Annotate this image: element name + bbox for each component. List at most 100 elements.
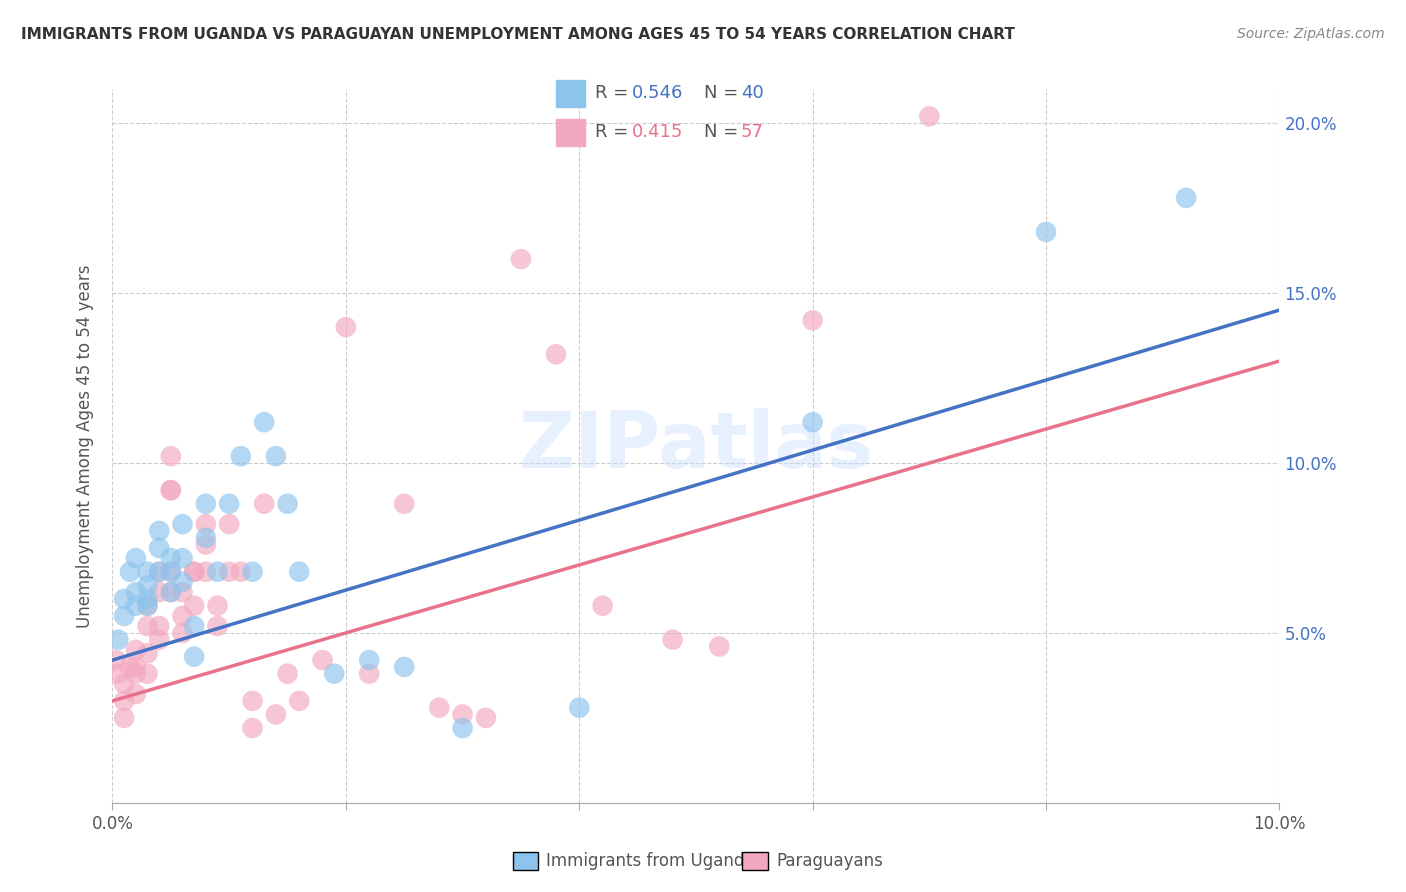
Point — [112, 608, 135, 623]
Point — [148, 541, 170, 555]
Point — [136, 599, 159, 613]
Point — [218, 565, 240, 579]
Point — [172, 551, 194, 566]
Point — [118, 565, 141, 579]
Point — [568, 700, 591, 714]
Bar — [557, 119, 585, 146]
Point — [323, 666, 346, 681]
Point — [242, 721, 264, 735]
Point — [125, 666, 148, 681]
Point — [148, 632, 170, 647]
Point — [394, 497, 416, 511]
Point — [136, 666, 159, 681]
Point — [160, 483, 183, 498]
Point — [801, 313, 824, 327]
Point — [288, 694, 311, 708]
Text: N =: N = — [704, 85, 744, 103]
Point — [112, 677, 135, 691]
Point — [136, 591, 159, 606]
Point — [264, 449, 287, 463]
Point — [160, 585, 183, 599]
Point — [125, 599, 148, 613]
Point — [218, 517, 240, 532]
Point — [148, 565, 170, 579]
Point — [118, 660, 141, 674]
Point — [288, 565, 311, 579]
Point — [136, 565, 159, 579]
Point — [194, 537, 217, 551]
Text: Paraguayans: Paraguayans — [776, 852, 883, 870]
Point — [242, 694, 264, 708]
Point — [207, 599, 229, 613]
Point — [160, 551, 183, 566]
Point — [394, 660, 416, 674]
Point — [148, 565, 170, 579]
Text: IMMIGRANTS FROM UGANDA VS PARAGUAYAN UNEMPLOYMENT AMONG AGES 45 TO 54 YEARS CORR: IMMIGRANTS FROM UGANDA VS PARAGUAYAN UNE… — [21, 27, 1015, 42]
Point — [194, 531, 217, 545]
Point — [229, 565, 252, 579]
Point — [253, 415, 276, 429]
Point — [661, 632, 683, 647]
Point — [801, 415, 824, 429]
Point — [136, 578, 159, 592]
Text: Source: ZipAtlas.com: Source: ZipAtlas.com — [1237, 27, 1385, 41]
Point — [112, 591, 135, 606]
Point — [359, 653, 381, 667]
Point — [242, 565, 264, 579]
Text: R =: R = — [595, 85, 634, 103]
Point — [218, 497, 240, 511]
Point — [136, 646, 159, 660]
Point — [194, 517, 217, 532]
Point — [172, 608, 194, 623]
Text: 0.415: 0.415 — [631, 123, 683, 141]
Point — [104, 653, 127, 667]
Text: 57: 57 — [741, 123, 763, 141]
Point — [229, 449, 252, 463]
Point — [194, 497, 217, 511]
Point — [125, 585, 148, 599]
Point — [311, 653, 333, 667]
Point — [148, 585, 170, 599]
Point — [125, 643, 148, 657]
Point — [475, 711, 498, 725]
Point — [160, 483, 183, 498]
Text: 0.546: 0.546 — [631, 85, 683, 103]
Point — [125, 660, 148, 674]
Point — [1035, 225, 1057, 239]
Point — [136, 599, 159, 613]
Text: R =: R = — [595, 123, 634, 141]
Point — [160, 449, 183, 463]
Point — [172, 585, 194, 599]
Point — [709, 640, 731, 654]
Point — [172, 574, 194, 589]
Point — [125, 551, 148, 566]
Text: 40: 40 — [741, 85, 763, 103]
Point — [112, 711, 135, 725]
Point — [427, 700, 450, 714]
Point — [592, 599, 614, 613]
Point — [148, 524, 170, 538]
Point — [172, 626, 194, 640]
Y-axis label: Unemployment Among Ages 45 to 54 years: Unemployment Among Ages 45 to 54 years — [76, 264, 94, 628]
Point — [544, 347, 567, 361]
Point — [253, 497, 276, 511]
Point — [918, 109, 941, 123]
Point — [359, 666, 381, 681]
Point — [451, 707, 474, 722]
Point — [112, 694, 135, 708]
Point — [451, 721, 474, 735]
Point — [207, 565, 229, 579]
Point — [183, 649, 205, 664]
Point — [183, 565, 205, 579]
Point — [136, 619, 159, 633]
Point — [194, 565, 217, 579]
Point — [183, 619, 205, 633]
Point — [160, 585, 183, 599]
Point — [183, 599, 205, 613]
Point — [276, 497, 298, 511]
Point — [335, 320, 357, 334]
Point — [172, 517, 194, 532]
Text: N =: N = — [704, 123, 744, 141]
Text: Immigrants from Uganda: Immigrants from Uganda — [546, 852, 754, 870]
Point — [276, 666, 298, 681]
